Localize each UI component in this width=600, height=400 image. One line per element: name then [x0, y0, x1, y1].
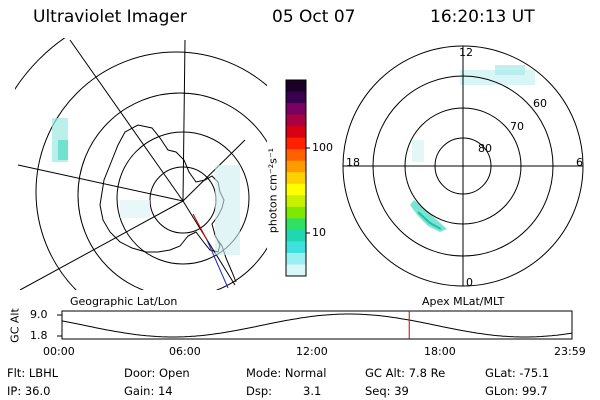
- mode-info: Mode: Normal: [246, 366, 327, 380]
- colorbar-segment: [286, 183, 306, 196]
- longitude-line: [17, 164, 184, 202]
- longitude-line: [182, 39, 186, 202]
- colorbar-segment: [286, 126, 306, 139]
- colorbar-segment: [286, 195, 306, 208]
- altitude-curve: [61, 313, 573, 338]
- auroral-emission: [58, 140, 68, 160]
- colorbar-segment: [286, 91, 306, 104]
- track-line: [206, 239, 229, 289]
- mlt-label-midnight: 0: [466, 276, 473, 289]
- ip-info: IP: 36.0: [7, 384, 51, 398]
- auroral-emission: [410, 200, 447, 232]
- polar-plot: [342, 45, 584, 287]
- time-tick-label: 00:00: [43, 345, 75, 358]
- auroral-emission: [215, 165, 240, 255]
- latitude-circle: [35, 51, 267, 290]
- colorbar-tick-label: 10: [312, 226, 326, 239]
- mlat-label-60: 60: [533, 97, 547, 110]
- geographic-label: Geographic Lat/Lon: [70, 295, 178, 308]
- filter-info: Flt: LBHL: [7, 366, 59, 380]
- altitude-max-label: 9.0: [30, 308, 48, 321]
- colorbar-segment: [286, 172, 306, 185]
- colorbar-segment: [286, 218, 306, 231]
- colorbar-segment: [286, 103, 306, 116]
- altitude-strip-frame: [61, 310, 573, 340]
- colorbar-unit-label: photon cm⁻²s⁻¹: [266, 147, 280, 234]
- time-tick-label: 12:00: [296, 345, 328, 358]
- latitude-circle: [116, 131, 250, 265]
- colorbar-segment: [286, 229, 306, 242]
- colorbar-segment: [286, 137, 306, 150]
- altitude-strip: [57, 310, 573, 340]
- gain-info: Gain: 14: [124, 384, 173, 398]
- time-tick-label: 06:00: [169, 345, 201, 358]
- colorbar-segment: [286, 241, 306, 254]
- colorbar: [286, 80, 306, 277]
- apex-label: Apex MLat/MLT: [422, 295, 505, 308]
- geographic-map: [15, 38, 267, 290]
- longitude-line: [182, 139, 246, 202]
- mlat-label-80: 80: [478, 142, 492, 155]
- longitude-line: [19, 200, 184, 290]
- colorbar-tick-label: 100: [312, 141, 333, 154]
- colorbar-frame: [285, 79, 307, 277]
- mlt-label-dusk: 18: [346, 156, 360, 169]
- colorbar-segment: [286, 264, 306, 277]
- auroral-emission: [120, 200, 150, 218]
- dsp-info-value: 3.1: [303, 384, 322, 398]
- instrument-title: Ultraviolet Imager: [33, 7, 187, 27]
- colorbar-segment: [286, 206, 306, 219]
- time-tick-label: 23:59: [554, 345, 586, 358]
- longitude-line: [69, 39, 184, 202]
- colorbar-segment: [286, 149, 306, 162]
- glat-info: GLat: -75.1: [485, 366, 550, 380]
- door-info: Door: Open: [124, 366, 190, 380]
- terminator-line: [192, 213, 208, 241]
- colorbar-segment: [286, 80, 306, 93]
- auroral-emission: [412, 140, 424, 162]
- longitude-line: [182, 200, 236, 286]
- mlt-label-dawn: 6: [576, 156, 583, 169]
- colorbar-segment: [286, 160, 306, 173]
- mlt-label-noon: 12: [459, 46, 473, 59]
- coastline: [99, 124, 225, 253]
- mlat-label-70: 70: [510, 120, 524, 133]
- time-tick-label: 18:00: [424, 345, 456, 358]
- glon-info: GLon: 99.7: [485, 384, 548, 398]
- seq-info: Seq: 39: [365, 384, 409, 398]
- colorbar-segment: [286, 114, 306, 127]
- colorbar-segment: [286, 252, 306, 265]
- observation-date: 05 Oct 07: [272, 7, 356, 27]
- altitude-min-label: 1.8: [30, 329, 48, 342]
- auroral-oval: [417, 211, 442, 230]
- auroral-emission: [495, 65, 525, 75]
- altitude-axis-label: GC Alt: [8, 308, 22, 343]
- gc-alt-info: GC Alt: 7.8 Re: [365, 366, 446, 380]
- latitude-circle: [77, 92, 267, 290]
- dsp-info-label: Dsp:: [246, 384, 273, 398]
- observation-time: 16:20:13 UT: [430, 7, 535, 27]
